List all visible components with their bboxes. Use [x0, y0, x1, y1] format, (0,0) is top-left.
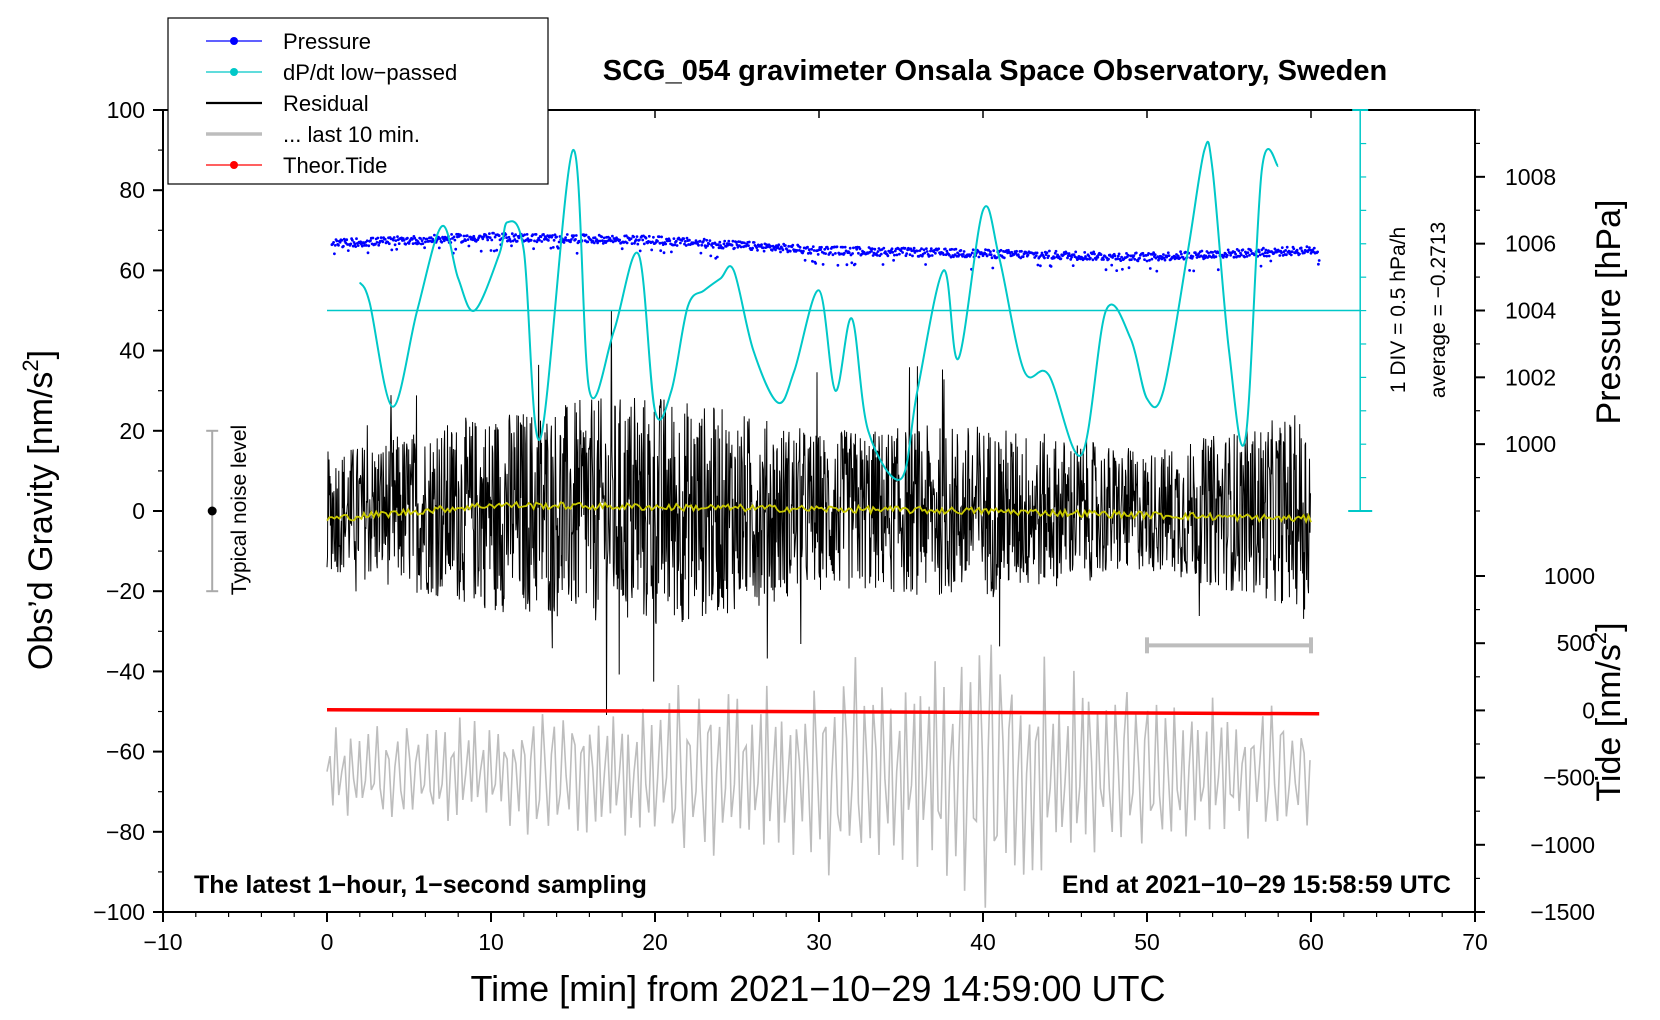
- y-left-label-main: Obs’d Gravity [nm/s: [22, 372, 60, 671]
- tide-tick-label: −500: [1543, 765, 1595, 791]
- y-axis-left: 100 80 60 40 20 0 −20 −40 −60 −80 −100: [93, 97, 163, 925]
- pressure-tick-label: 1000: [1505, 431, 1556, 457]
- residual-series: [326, 310, 1311, 716]
- y-axis-left-label: Obs’d Gravity [nm/s2]: [18, 350, 60, 670]
- tide-series: [326, 707, 1320, 716]
- tide-label-close: ]: [1590, 622, 1628, 631]
- x-tick-label: 50: [1134, 929, 1160, 955]
- x-tick-label: 70: [1462, 929, 1488, 955]
- legend-box: [167, 17, 549, 185]
- tide-tick-label: 500: [1557, 630, 1595, 656]
- residual-smoothed-line: [326, 500, 1312, 524]
- x-axis-label: Time [min] from 2021−10−29 14:59:00 UTC: [470, 968, 1165, 1009]
- tide-label-main: Tide [nm/s: [1590, 644, 1628, 801]
- pressure-tick-label: 1002: [1505, 364, 1556, 390]
- dpdt-series: [327, 140, 1361, 481]
- y-axis-pressure-label: Pressure [hPa]: [1590, 200, 1628, 425]
- residual-smoothed-series: [326, 500, 1312, 524]
- y-left-tick-label: 60: [119, 257, 145, 283]
- y-left-tick-label: 0: [132, 498, 145, 524]
- y-left-tick-label: −40: [106, 658, 145, 684]
- legend-label: Pressure: [283, 29, 371, 54]
- pressure-tick-label: 1004: [1505, 298, 1556, 324]
- tide-label-sup: 2: [1586, 632, 1611, 644]
- x-tick-label: −10: [143, 929, 182, 955]
- residual-line: [326, 310, 1311, 716]
- pressure-points: [330, 231, 1321, 273]
- chart-title: SCG_054 gravimeter Onsala Space Observat…: [603, 55, 1387, 87]
- legend-label: Residual: [283, 91, 369, 116]
- legend-marker: [230, 161, 238, 169]
- y-left-tick-label: 80: [119, 177, 145, 203]
- legend-marker: [230, 37, 238, 45]
- footer-right-note: End at 2021−10−29 15:58:59 UTC: [1062, 871, 1451, 899]
- legend-label: dP/dt low−passed: [283, 60, 457, 85]
- noise-level-dot: [207, 506, 217, 516]
- tide-tick-label: −1500: [1530, 899, 1595, 925]
- legend-label: Theor.Tide: [283, 153, 387, 178]
- last-10-min-line: [326, 644, 1311, 908]
- pressure-tick-label: 1006: [1505, 231, 1556, 257]
- legend: Pressure dP/dt low−passed Residual ... last…: [167, 17, 549, 185]
- pressure-series: [330, 231, 1321, 273]
- y-left-label-close: ]: [22, 350, 60, 359]
- y-left-tick-label: −80: [106, 819, 145, 845]
- y-left-tick-label: −60: [106, 739, 145, 765]
- y-axis-pressure: 1008 1006 1004 1002 1000: [1475, 109, 1556, 512]
- tide-line: [326, 707, 1320, 716]
- x-tick-label: 40: [970, 929, 996, 955]
- last-10-min-series: [326, 644, 1311, 908]
- tide-tick-label: 0: [1582, 697, 1595, 723]
- y-left-tick-label: 100: [107, 97, 145, 123]
- noise-level-indicator: [206, 429, 219, 593]
- y-axis-tide-label: Tide [nm/s2]: [1586, 622, 1628, 801]
- x-tick-label: 20: [642, 929, 668, 955]
- dpdt-axis: [1348, 109, 1373, 512]
- footer-left-note: The latest 1−hour, 1−second sampling: [194, 871, 647, 899]
- x-tick-label: 60: [1298, 929, 1324, 955]
- y-axis-tide: 1000 500 0 −500 −1000 −1500: [1475, 563, 1595, 925]
- x-tick-label: 30: [806, 929, 832, 955]
- tide-tick-label: −1000: [1530, 832, 1595, 858]
- pressure-tick-label: 1008: [1505, 164, 1556, 190]
- legend-marker: [230, 68, 238, 76]
- x-axis: −10 0 10 20 30 40 50 60 70: [143, 110, 1488, 955]
- x-tick-label: 0: [321, 929, 334, 955]
- tide-tick-label: 1000: [1544, 563, 1595, 589]
- dpdt-line: [358, 140, 1280, 481]
- y-left-tick-label: 20: [119, 418, 145, 444]
- dpdt-scale-label: 1 DIV = 0.5 hPa/h: [1387, 227, 1410, 393]
- y-left-tick-label: −20: [106, 578, 145, 604]
- noise-level-label: Typical noise level: [228, 425, 251, 595]
- y-left-tick-label: 40: [119, 338, 145, 364]
- dpdt-average-label: average = −0.2713: [1427, 222, 1450, 398]
- y-left-label-sup: 2: [18, 359, 43, 371]
- y-left-tick-label: −100: [93, 899, 145, 925]
- last-10-min-bar: [1145, 637, 1313, 654]
- legend-label: ... last 10 min.: [283, 122, 420, 147]
- x-tick-label: 10: [478, 929, 504, 955]
